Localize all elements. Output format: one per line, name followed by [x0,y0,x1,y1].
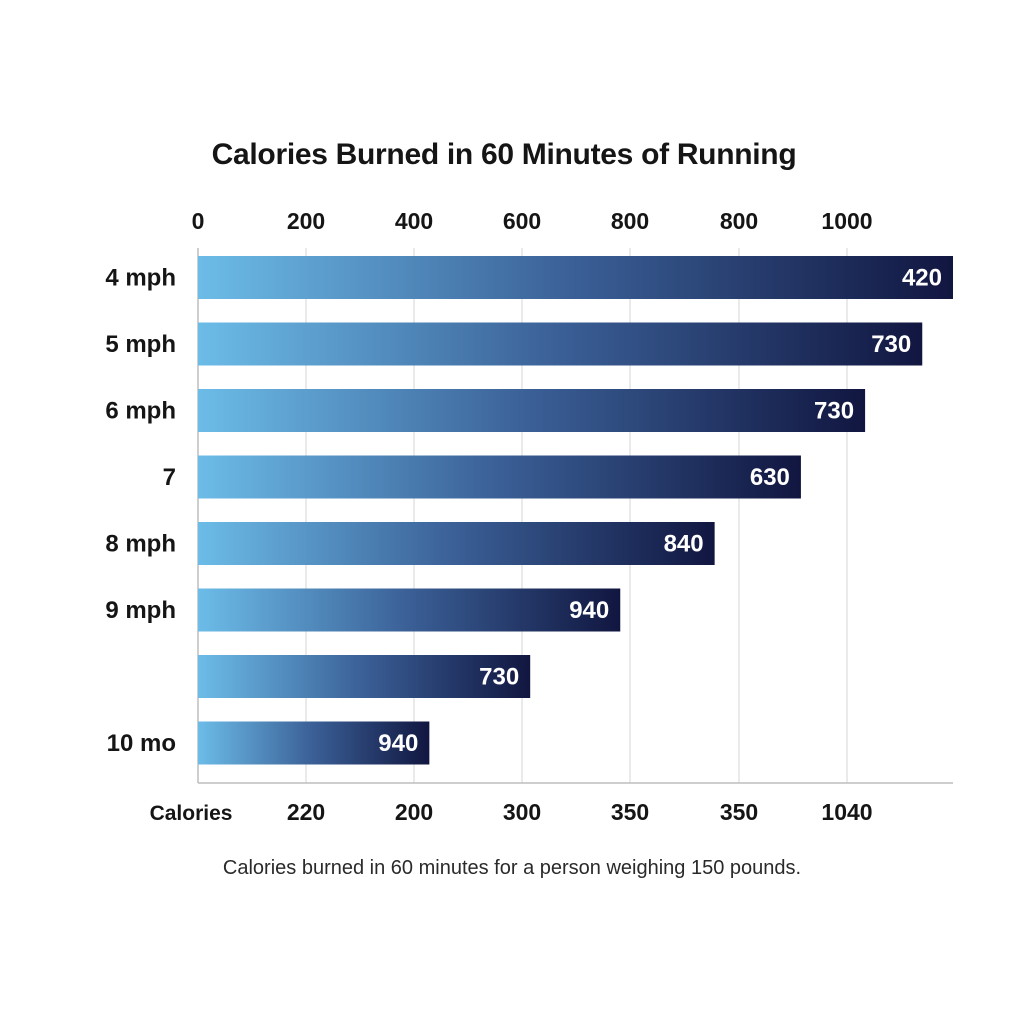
bottom-axis-tick-0: 220 [287,799,325,825]
category-label-3: 7 [163,464,176,491]
bottom-axis-tick-1: 200 [395,799,433,825]
bottom-axis-tick-2: 300 [503,799,541,825]
bar-value-label-5: 940 [569,597,609,624]
top-axis-tick-5: 800 [720,208,758,234]
bar-3 [198,455,801,499]
bottom-axis-tick-3: 350 [611,799,649,825]
top-axis: 0 200 400 600 800 800 1000 [192,208,873,234]
bar-value-label-4: 840 [664,531,704,558]
bar-0 [198,256,953,299]
top-axis-tick-0: 0 [192,208,205,234]
category-labels: 4 mph 5 mph 6 mph 7 8 mph 9 mph 10 mo [105,265,176,758]
category-label-0: 4 mph [105,265,176,292]
bar-value-label-0: 420 [902,265,942,292]
bar-4 [198,522,715,565]
bar-value-label-3: 630 [750,464,790,491]
bars: 420 730 730 630 840 940 730 940 [198,256,953,765]
bar-6 [198,655,531,698]
chart-caption: Calories burned in 60 minutes for a pers… [222,857,802,879]
category-label-4: 8 mph [105,531,176,558]
bar-7 [198,721,430,765]
bar-value-label-6: 730 [479,664,519,691]
bar-value-label-2: 730 [814,398,854,425]
chart-title: Calories Burned in 60 Minutes of Running [211,138,797,171]
top-axis-tick-1: 200 [287,208,325,234]
category-label-5: 9 mph [105,597,176,624]
bar-5 [198,588,621,632]
bottom-axis: Calories 220 200 300 350 350 1040 [150,799,873,825]
top-axis-tick-6: 1000 [821,208,872,234]
bottom-axis-title: Calories [150,802,233,825]
category-label-7: 10 mo [107,730,176,757]
bar-2 [198,389,866,432]
bar-1 [198,322,923,366]
bar-chart: 420 730 730 630 840 940 730 940 4 mph 5 mph 6 mph… [105,208,953,825]
bottom-axis-tick-5: 1040 [821,799,872,825]
bar-value-label-7: 940 [378,730,418,757]
bar-value-label-1: 730 [871,331,911,358]
top-axis-tick-4: 800 [611,208,649,234]
top-axis-tick-3: 600 [503,208,541,234]
category-label-1: 5 mph [105,331,176,358]
bottom-axis-tick-4: 350 [720,799,758,825]
category-label-2: 6 mph [105,398,176,425]
top-axis-tick-2: 400 [395,208,433,234]
